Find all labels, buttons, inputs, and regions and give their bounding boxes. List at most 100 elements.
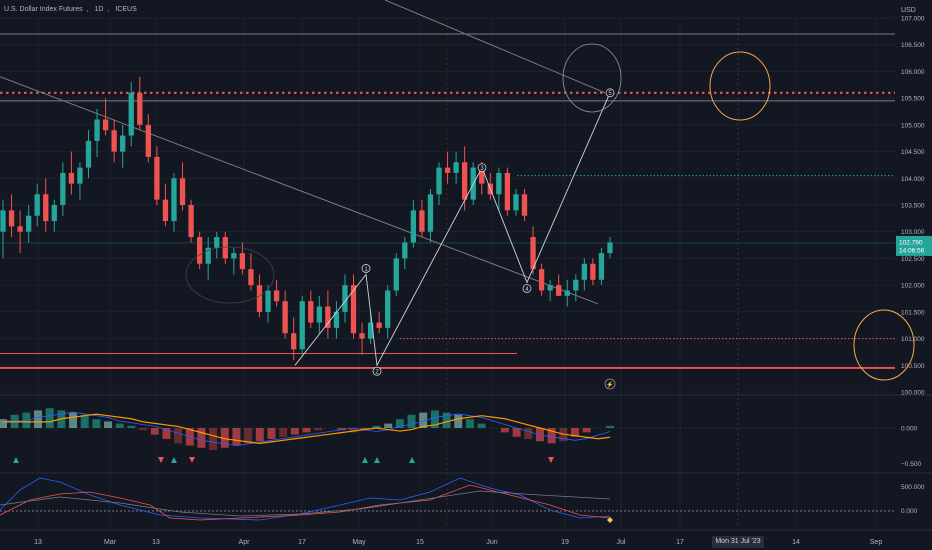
- y-tick-label: 104.000: [901, 176, 925, 183]
- candle-body: [376, 322, 382, 328]
- candle-body: [102, 119, 109, 131]
- macd-bar: [430, 410, 439, 428]
- candle-body: [265, 290, 271, 312]
- candle-body: [120, 135, 126, 152]
- wave-label-circle: [361, 264, 371, 273]
- wave-label-circle: [522, 284, 532, 293]
- macd-bar: [407, 414, 416, 428]
- symbol-name[interactable]: U.S. Dollar Index Futures: [4, 6, 83, 13]
- candle-body: [385, 290, 391, 328]
- candle-body: [231, 253, 237, 259]
- candle-body: [239, 253, 246, 270]
- macd-bar: [255, 428, 264, 442]
- macd-bar: [45, 408, 54, 428]
- macd-bar: [349, 428, 358, 433]
- candle-body: [402, 242, 408, 259]
- macd-bar: [302, 428, 311, 433]
- x-tick-label: 13: [34, 539, 42, 546]
- x-tick-label: Sep: [870, 539, 883, 546]
- macd-bar: [267, 428, 276, 439]
- candle-body: [205, 247, 211, 264]
- candle-body: [128, 92, 134, 136]
- candle-body: [444, 167, 451, 173]
- macd-bar: [454, 414, 463, 428]
- y-tick-label: 103.000: [901, 229, 925, 236]
- x-tick-label: 15: [416, 539, 424, 546]
- oscillator-line: [0, 477, 611, 521]
- macd-bar: [127, 425, 136, 428]
- candle-body: [273, 290, 280, 302]
- candle-body: [256, 285, 263, 312]
- candle-body: [479, 167, 485, 184]
- macd-bar: [232, 428, 241, 446]
- macd-tick-label: 0.000: [901, 426, 918, 433]
- macd-bar: [524, 428, 533, 439]
- currency-label: USD: [901, 7, 916, 14]
- y-tick-label: 105.500: [901, 96, 925, 103]
- y-tick-label: 101.000: [901, 336, 925, 343]
- oscillator-line: [0, 490, 611, 517]
- macd-bar: [419, 412, 428, 428]
- candle-body: [8, 210, 15, 227]
- candle-body: [25, 215, 32, 232]
- macd-bar: [477, 423, 486, 428]
- x-tick-label: May: [352, 539, 366, 546]
- candle-body: [43, 194, 49, 222]
- annotation-circle: [709, 51, 771, 121]
- candle-body: [162, 199, 169, 222]
- interval[interactable]: 1D: [94, 6, 104, 13]
- y-tick-label: 106.500: [901, 42, 925, 49]
- wave-label: 4: [525, 287, 529, 293]
- macd-bar: [174, 428, 183, 444]
- wave-label-circle: [372, 366, 382, 376]
- last-price-label: 102.790: [899, 239, 923, 246]
- candle-body: [564, 290, 570, 296]
- candle-body: [393, 258, 399, 291]
- candle-body: [171, 178, 177, 222]
- lightning-icon: [604, 378, 616, 390]
- annotation-circle: [185, 246, 275, 304]
- macd-bar: [244, 428, 253, 444]
- sell-signal-icon: [158, 457, 164, 463]
- wave-label-circle: [605, 88, 615, 98]
- candle-body: [325, 306, 331, 328]
- oscillator-line: [0, 484, 611, 521]
- exchange: ICEUS: [115, 6, 137, 13]
- diamond-marker-icon: [607, 517, 613, 523]
- macd-bar: [92, 419, 101, 428]
- candle-body: [111, 130, 117, 152]
- macd-bar: [150, 428, 159, 435]
- candle-body: [556, 285, 562, 296]
- candle-body: [51, 205, 57, 222]
- macd-bar: [197, 428, 206, 448]
- y-tick-label: 102.500: [901, 256, 925, 263]
- macd-bar: [69, 412, 78, 428]
- annotation-circle: [853, 309, 915, 381]
- macd-bar: [384, 423, 393, 428]
- macd-bar: [395, 419, 404, 428]
- buy-signal-icon: [171, 457, 177, 463]
- candle-body: [496, 172, 502, 195]
- candle-body: [154, 156, 160, 200]
- candle-body: [462, 162, 468, 200]
- candle-body: [196, 237, 203, 264]
- macd-bar: [570, 428, 579, 437]
- y-tick-label: 101.500: [901, 309, 925, 316]
- candle-body: [350, 285, 357, 334]
- osc-tick-label: 500.000: [901, 484, 925, 491]
- y-tick-label: 100.000: [901, 390, 925, 397]
- candle-body: [410, 210, 417, 243]
- candle-body: [222, 237, 228, 259]
- x-tick-label: 14: [792, 539, 800, 546]
- candle-body: [214, 237, 220, 248]
- candle-body: [530, 237, 536, 270]
- candle-body: [248, 269, 254, 286]
- y-tick-label: 105.000: [901, 122, 925, 129]
- last-price-box: [896, 235, 932, 256]
- candle-body: [308, 301, 314, 323]
- candle-body: [299, 301, 305, 350]
- trend-line: [384, 0, 606, 94]
- macd-bar: [220, 428, 229, 448]
- y-tick-label: 102.000: [901, 283, 925, 290]
